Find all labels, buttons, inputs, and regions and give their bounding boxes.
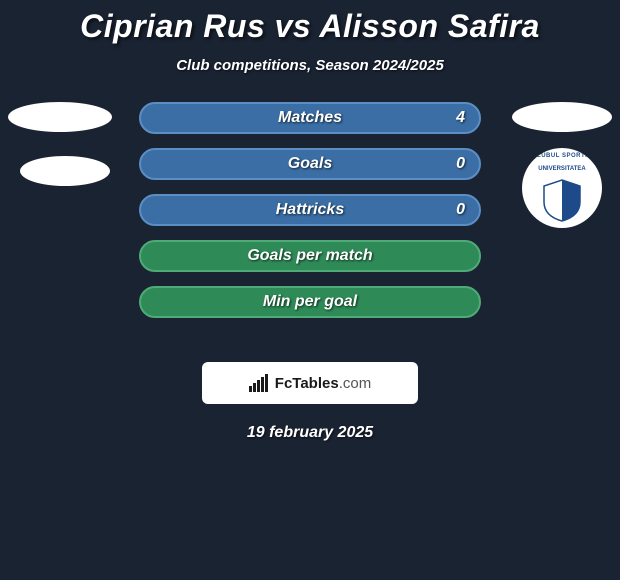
left-badge-1	[8, 102, 112, 132]
stat-label: Goals per match	[247, 247, 372, 265]
club-shield-icon	[540, 178, 584, 222]
brand-light: .com	[339, 375, 372, 392]
right-badge-1	[512, 102, 612, 132]
right-player-badges: CLUBUL SPORTIV UNIVERSITATEA	[512, 102, 612, 228]
stat-bar-min-per-goal: Min per goal	[139, 286, 481, 318]
stat-label: Hattricks	[276, 201, 344, 219]
page-title: Ciprian Rus vs Alisson Safira	[0, 8, 620, 45]
stat-label: Goals	[288, 155, 332, 173]
stat-bars: Matches 4 Goals 0 Hattricks 0 Goals per …	[139, 102, 481, 332]
club-badge-mid-text: UNIVERSITATEA	[522, 166, 602, 172]
brand-strong: FcTables	[275, 375, 339, 392]
stat-bar-matches: Matches 4	[139, 102, 481, 134]
brand-text: FcTables.com	[275, 375, 371, 392]
stat-value: 4	[456, 109, 465, 127]
stat-label: Min per goal	[263, 293, 357, 311]
stat-label: Matches	[278, 109, 342, 127]
main-area: CLUBUL SPORTIV UNIVERSITATEA Matches 4 G…	[0, 102, 620, 342]
bars-chart-icon	[249, 374, 269, 392]
left-player-badges	[8, 102, 112, 186]
root: Ciprian Rus vs Alisson Safira Club compe…	[0, 0, 620, 442]
stat-bar-goals-per-match: Goals per match	[139, 240, 481, 272]
stat-bar-goals: Goals 0	[139, 148, 481, 180]
date-line: 19 february 2025	[0, 424, 620, 442]
club-badge-craiova: CLUBUL SPORTIV UNIVERSITATEA	[522, 148, 602, 228]
stat-bar-hattricks: Hattricks 0	[139, 194, 481, 226]
left-badge-2	[20, 156, 110, 186]
stat-value: 0	[456, 201, 465, 219]
stat-value: 0	[456, 155, 465, 173]
club-badge-top-text: CLUBUL SPORTIV	[522, 153, 602, 159]
subtitle: Club competitions, Season 2024/2025	[0, 57, 620, 74]
brand-footer: FcTables.com	[202, 362, 418, 404]
